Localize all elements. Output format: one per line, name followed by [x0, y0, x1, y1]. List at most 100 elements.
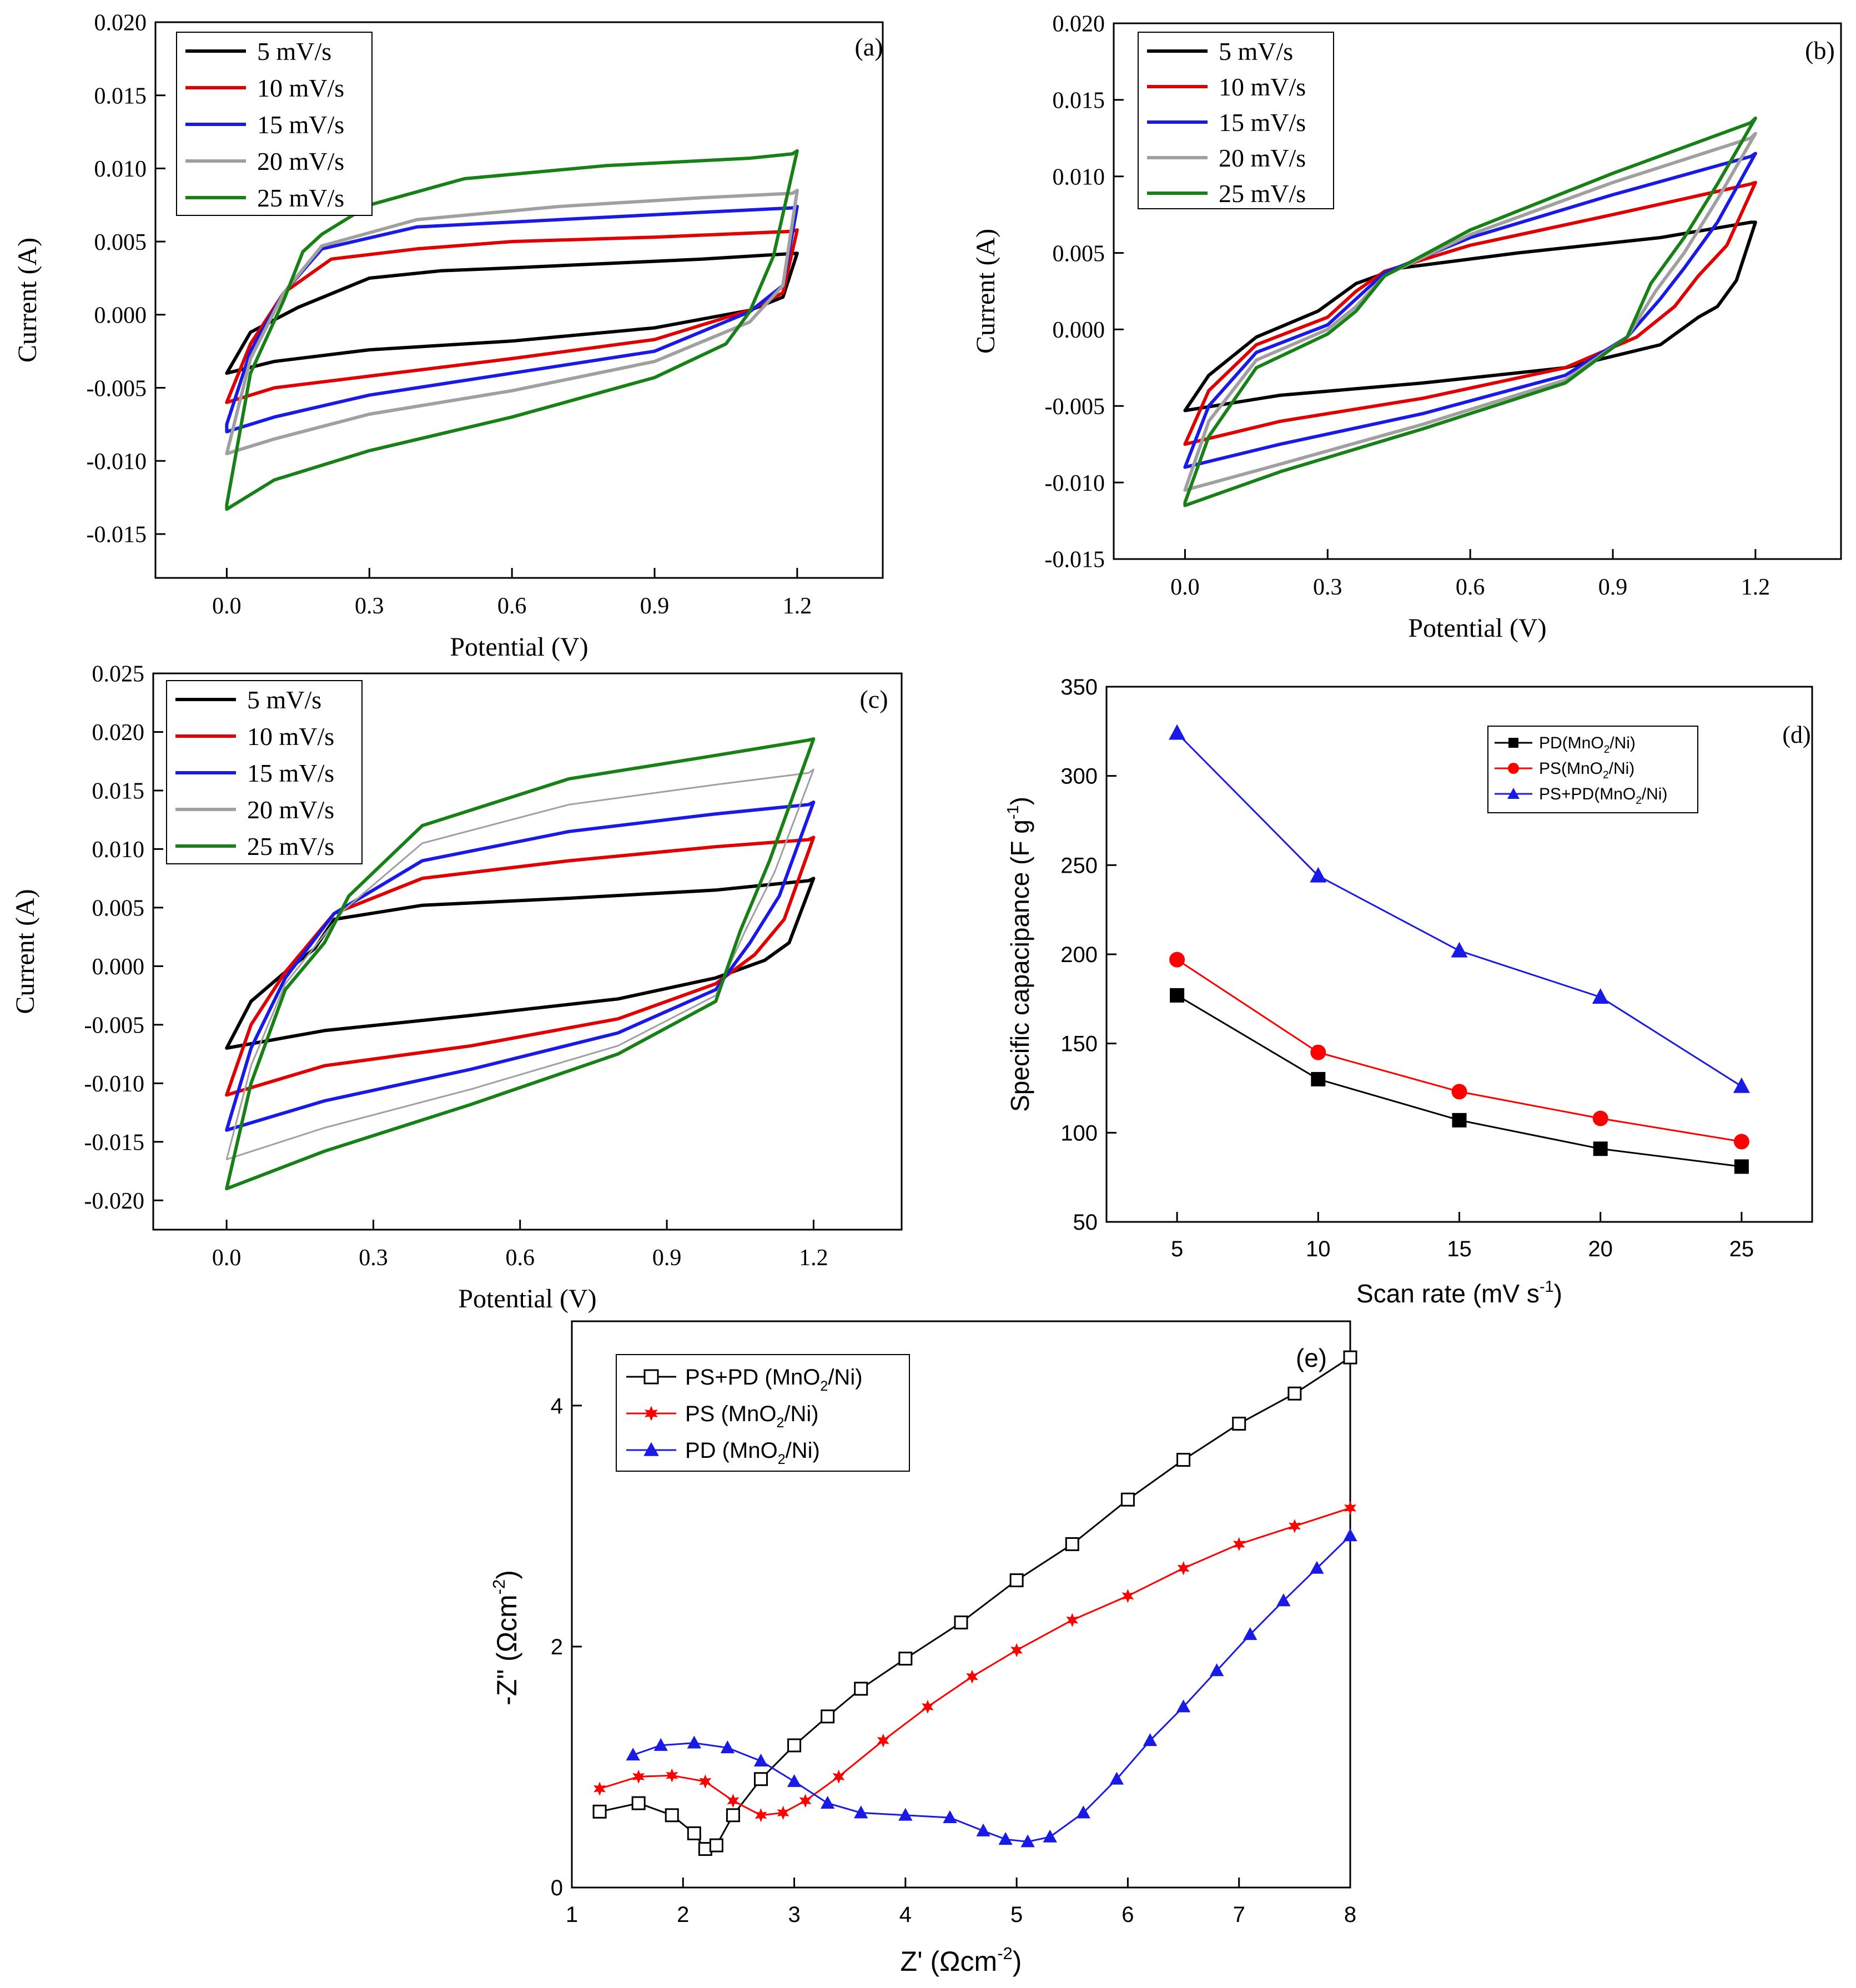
panel-d-legend-sub-end: /Ni) — [1609, 759, 1635, 778]
panel-d-x-tick-label: 5 — [1171, 1237, 1183, 1261]
panel-e-point-triangle — [943, 1810, 957, 1824]
panel-e-point-open-square — [1232, 1416, 1246, 1431]
panel-b-x-tick-label: 0.3 — [1313, 575, 1342, 600]
panel-e-point-triangle — [1143, 1733, 1158, 1747]
panel-e-point-star — [1010, 1643, 1023, 1658]
panel-c-panel-label: (c) — [859, 685, 888, 713]
panel-e-point-open-square — [665, 1808, 679, 1823]
panel-e-point-star — [699, 1774, 712, 1789]
panel-e-point-triangle — [898, 1808, 913, 1821]
panel-c-x-tick-label: 0.9 — [652, 1245, 682, 1271]
panel-e-legend-label: PS (MnO2/Ni) — [685, 1402, 819, 1431]
panel-e-legend-sub: 2 — [776, 1415, 784, 1431]
panel-c-legend-label: 5 mV/s — [247, 686, 321, 714]
panel-e-point-star — [877, 1733, 889, 1748]
panel-b-legend-label: 10 mV/s — [1219, 73, 1306, 101]
panel-b-legend-label: 25 mV/s — [1219, 179, 1306, 208]
panel-c-series-line-10mvs — [225, 836, 816, 1097]
panel-e-legend-marker — [645, 1406, 658, 1421]
panel-e-x-tick-label: 2 — [677, 1903, 689, 1927]
panel-e-point-triangle — [1043, 1829, 1057, 1843]
panel-a-legend-label: 5 mV/s — [257, 37, 331, 66]
panel-d-legend-marker — [1508, 763, 1519, 774]
panel-c-x-tick-label: 0.0 — [212, 1245, 242, 1271]
panel-a-y-tick-label: -0.015 — [87, 522, 147, 548]
panel-d-y-tick-label: 50 — [1073, 1210, 1098, 1235]
panel-e-point-star — [1288, 1519, 1301, 1533]
panel-a-x-tick-label: 0.0 — [212, 593, 242, 619]
panel-c-y-tick-label: 0.005 — [92, 896, 145, 922]
panel-d-point-square — [1734, 1159, 1749, 1174]
panel-c-legend-label: 20 mV/s — [247, 796, 334, 824]
panel-e-legend-label: PD (MnO2/Ni) — [685, 1438, 820, 1467]
panel-b-y-tick-label: 0.020 — [1053, 12, 1105, 37]
panel-c-y-tick-label: 0.000 — [92, 954, 145, 980]
panel-e: 1 2 3 4 5 6 7 8 0 2 4 PS+PD (MnO2/Ni) PS (MnO2/Ni) PD… — [489, 1320, 1357, 1977]
panel-e-legend-sub: 2 — [820, 1378, 828, 1394]
panel-a: 0.0 0.3 0.6 0.9 1.2 0.020 0.015 0.010 0.005 0.000… — [13, 11, 884, 662]
panel-c-series-line-25mvs — [225, 737, 816, 1191]
panel-a-legend-label: 20 mV/s — [257, 147, 344, 175]
panel-d-y-tick-label: 100 — [1060, 1121, 1098, 1145]
panel-b-series-line-15mvs — [1183, 152, 1757, 469]
panel-b-series-line-25mvs — [1183, 116, 1757, 507]
panel-b-y-tick-label: -0.005 — [1045, 394, 1105, 420]
panel-d-legend-sub-end: /Ni) — [1642, 785, 1668, 803]
panel-e-point-star — [666, 1768, 678, 1783]
panel-d-legend-label: PS(MnO2/Ni) — [1539, 759, 1634, 781]
panel-b-series-line-5mvs — [1183, 220, 1757, 412]
panel-d-y-tick-label: 350 — [1060, 675, 1098, 699]
panel-c: 0.0 0.3 0.6 0.9 1.2 0.025 0.020 0.015 0.010 0.005… — [11, 662, 903, 1313]
panel-e-point-open-square — [1120, 1492, 1135, 1507]
panel-e-point-triangle — [1176, 1699, 1191, 1713]
panel-a-y-tick-label: -0.010 — [87, 449, 147, 475]
panel-e-legend-marker — [643, 1369, 659, 1385]
panel-b-x-axis-label: Potential (V) — [1408, 613, 1546, 643]
panel-d-point-square — [1593, 1141, 1608, 1156]
panel-e-point-triangle — [720, 1740, 735, 1754]
panel-b-y-tick-label: 0.010 — [1053, 164, 1105, 190]
panel-d-legend-box — [1487, 726, 1698, 813]
panel-b-legend-label: 5 mV/s — [1219, 37, 1293, 66]
panel-e-point-triangle — [1076, 1805, 1090, 1819]
panel-d-point-triangle — [1169, 724, 1186, 740]
panel-c-y-tick-label: -0.005 — [84, 1013, 145, 1039]
panel-e-point-star — [727, 1794, 740, 1808]
panel-e-legend-sub-end: /Ni) — [828, 1365, 862, 1390]
panel-e-point-open-square — [954, 1615, 968, 1630]
panel-b-legend-label: 20 mV/s — [1219, 144, 1306, 172]
panel-e-x-axis-label-sup: -2 — [997, 1944, 1013, 1963]
panel-e-y-tick-label: 2 — [551, 1635, 563, 1659]
panel-d-x-axis-label: Scan rate (mV s-1) — [1356, 1278, 1562, 1308]
panel-b: 0.0 0.3 0.6 0.9 1.2 0.020 0.015 0.010 0.005 0.000… — [971, 12, 1842, 643]
panel-e-point-open-square — [1065, 1537, 1079, 1551]
panel-d-x-tick-label: 25 — [1729, 1237, 1754, 1261]
panel-d-point-circle — [1592, 1110, 1608, 1126]
panel-e-point-open-square — [709, 1838, 723, 1853]
panel-d-y-tick-label: 200 — [1060, 943, 1098, 967]
panel-a-series-line-5mvs — [225, 251, 799, 375]
panel-e-x-tick-label: 6 — [1121, 1903, 1134, 1927]
panel-e-point-open-square — [687, 1826, 701, 1840]
panel-e-x-tick-label: 3 — [788, 1903, 800, 1927]
panel-e-point-open-square — [753, 1772, 768, 1786]
panel-c-y-tick-label: 0.025 — [92, 662, 145, 687]
panel-c-y-tick-label: -0.015 — [84, 1130, 145, 1155]
panel-e-point-triangle — [687, 1735, 701, 1749]
panel-b-y-tick-label: -0.015 — [1045, 547, 1105, 573]
panel-a-y-tick-label: 0.005 — [94, 230, 147, 255]
panel-d-legend-sub: 2 — [1604, 744, 1610, 756]
panel-a-plot-frame — [154, 21, 884, 579]
panel-a-series-line-20mvs — [225, 188, 799, 456]
panel-d-y-tick-label: 150 — [1060, 1032, 1098, 1056]
panel-e-point-open-square — [898, 1652, 913, 1666]
panel-d-point-square — [1311, 1071, 1326, 1086]
panel-c-legend-label: 25 mV/s — [247, 832, 334, 860]
panel-e-point-open-square — [631, 1796, 646, 1810]
panel-e-y-axis-label-sup-end: ) — [491, 1570, 522, 1579]
panel-d-point-circle — [1733, 1134, 1749, 1150]
panel-a-legend-label: 10 mV/s — [257, 74, 344, 102]
panel-b-y-tick-label: 0.000 — [1053, 318, 1105, 343]
panel-e-point-star — [777, 1805, 789, 1820]
